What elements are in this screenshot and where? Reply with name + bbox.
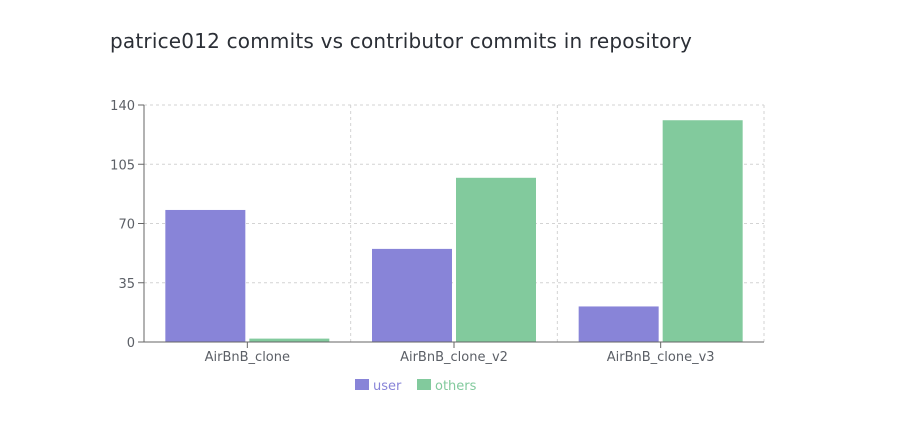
legend-label-user: user <box>373 379 402 394</box>
x-tick-label-2: AirBnB_clone_v3 <box>607 350 715 365</box>
x-tick-label-0: AirBnB_clone <box>205 350 290 365</box>
bar-others-0 <box>249 338 330 342</box>
legend-swatch-others <box>417 379 431 390</box>
legend-label-others: others <box>435 379 477 394</box>
y-tick-label-2: 70 <box>118 218 135 233</box>
y-tick-label-1: 35 <box>118 277 135 292</box>
bar-user-2 <box>578 306 659 342</box>
bar-user-0 <box>165 209 246 342</box>
bar-others-2 <box>662 120 743 342</box>
y-tick-label-0: 0 <box>127 336 135 351</box>
chart-title: patrice012 commits vs contributor commit… <box>110 29 693 53</box>
bar-user-1 <box>372 248 452 342</box>
x-tick-label-1: AirBnB_clone_v2 <box>400 350 508 365</box>
y-tick-label-4: 140 <box>110 99 135 114</box>
bar-others-1 <box>456 177 536 342</box>
y-tick-label-3: 105 <box>110 158 135 173</box>
legend-swatch-user <box>355 379 369 390</box>
